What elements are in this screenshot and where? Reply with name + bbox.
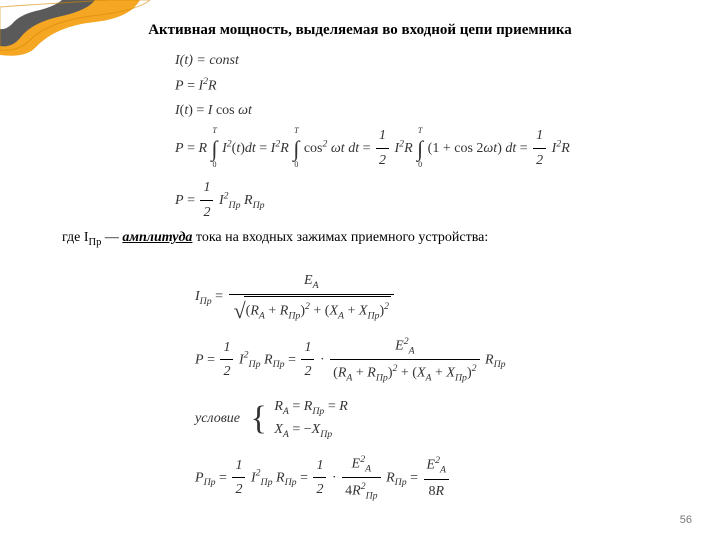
eq2-line4: PПр = 12 I2Пр RПр = 12 · E2А 4R2Пр RПр =… [195, 452, 655, 504]
eq2-line3: условие { RА = RПр = R XА = −XПр [195, 396, 655, 442]
equation-block-1: I(t) = const P = I2R I(t) = I cos ωt P =… [175, 50, 635, 226]
eq1-line1: I(t) = const [175, 50, 635, 72]
eq2-line2: P = 12 I2Пр RПр = 12 · E2А (RА + RПр)2 +… [195, 334, 655, 386]
where-line: где IПр — амплитуда тока на входных зажи… [62, 230, 488, 248]
eq1-line2: P = I2R [175, 74, 635, 98]
slide-title: Активная мощность, выделяемая во входной… [0, 22, 720, 39]
equation-block-2: IПр = EА √ (RА + RПр)2 + (XА + XПр)2 P =… [195, 270, 655, 506]
eq2-line1: IПр = EА √ (RА + RПр)2 + (XА + XПр)2 [195, 270, 655, 324]
eq1-line4: P = R ∫T0 I2(t)dt = I2R ∫T0 cos2 ωt dt =… [175, 125, 635, 173]
eq1-line3: I(t) = I cos ωt [175, 100, 635, 122]
eq1-line5: P = 12 I2Пр RПр [175, 177, 635, 225]
page-number: 56 [680, 514, 692, 526]
